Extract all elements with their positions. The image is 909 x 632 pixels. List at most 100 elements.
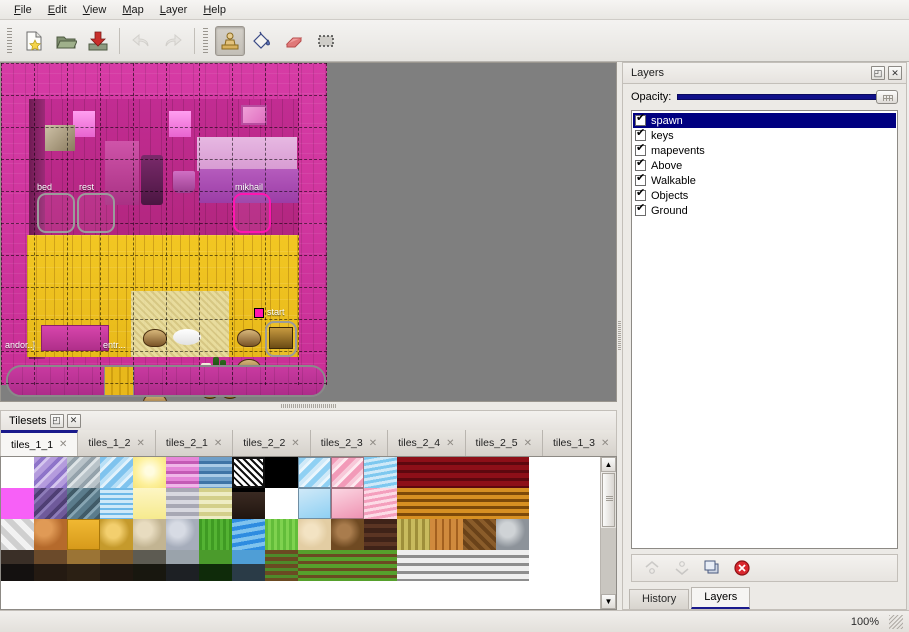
scroll-down-icon[interactable]: ▼ xyxy=(601,594,616,609)
tile[interactable] xyxy=(133,488,166,519)
tileset-tab-tiles_2_2[interactable]: tiles_2_2 ✕ xyxy=(233,430,311,456)
tile[interactable] xyxy=(364,488,397,519)
tileset-tab-tiles_1_3[interactable]: tiles_1_3 ✕ xyxy=(542,430,616,456)
layer-visibility-checkbox[interactable] xyxy=(635,158,646,171)
tile[interactable] xyxy=(34,488,67,519)
tile[interactable] xyxy=(496,457,529,488)
tile[interactable] xyxy=(430,488,463,519)
tile[interactable] xyxy=(496,550,529,581)
tileset-view[interactable]: ▲ ▼ xyxy=(0,456,617,610)
layer-row-mapevents[interactable]: mapevents xyxy=(633,143,896,158)
tile[interactable] xyxy=(331,488,364,519)
tile[interactable] xyxy=(166,550,199,581)
tile[interactable] xyxy=(100,457,133,488)
opacity-slider[interactable] xyxy=(677,90,898,104)
tilesets-float-button[interactable]: ◰ xyxy=(49,413,64,428)
tile[interactable] xyxy=(265,488,298,519)
layer-visibility-checkbox[interactable] xyxy=(635,113,646,126)
layer-visibility-checkbox[interactable] xyxy=(635,203,646,216)
tile[interactable] xyxy=(496,488,529,519)
tile[interactable] xyxy=(100,488,133,519)
layer-visibility-checkbox[interactable] xyxy=(635,143,646,156)
layer-row-ground[interactable]: Ground xyxy=(633,203,896,218)
tile[interactable] xyxy=(397,550,430,581)
tile[interactable] xyxy=(166,488,199,519)
tile[interactable] xyxy=(232,457,265,488)
tile[interactable] xyxy=(265,519,298,550)
tile[interactable] xyxy=(34,550,67,581)
layer-list[interactable]: spawn keys mapevents Above xyxy=(631,110,898,549)
tile[interactable] xyxy=(331,550,364,581)
horizontal-splitter[interactable] xyxy=(0,402,617,410)
close-tab-icon[interactable]: ✕ xyxy=(523,437,532,449)
menu-file[interactable]: File xyxy=(14,3,32,16)
layer-row-above[interactable]: Above xyxy=(633,158,896,173)
tile[interactable] xyxy=(199,457,232,488)
tile[interactable] xyxy=(232,550,265,581)
tile[interactable] xyxy=(364,457,397,488)
duplicate-layer-button[interactable] xyxy=(702,558,722,578)
tile[interactable] xyxy=(397,488,430,519)
tab-layers[interactable]: Layers xyxy=(691,587,751,609)
scroll-up-icon[interactable]: ▲ xyxy=(601,457,616,472)
toolbar-grip-2[interactable] xyxy=(202,27,209,54)
menu-map[interactable]: Map xyxy=(122,3,144,16)
close-tab-icon[interactable]: ✕ xyxy=(136,437,145,449)
lower-layer-button[interactable] xyxy=(672,558,692,578)
tileset-vertical-scrollbar[interactable]: ▲ ▼ xyxy=(600,457,616,609)
menu-help[interactable]: Help xyxy=(203,3,226,16)
layer-visibility-checkbox[interactable] xyxy=(635,128,646,141)
close-tab-icon[interactable]: ✕ xyxy=(291,437,300,449)
tile[interactable] xyxy=(67,519,100,550)
layer-visibility-checkbox[interactable] xyxy=(635,188,646,201)
tile[interactable] xyxy=(232,519,265,550)
layers-float-button[interactable]: ◰ xyxy=(871,66,885,80)
menu-layer[interactable]: Layer xyxy=(159,3,188,16)
map-object-bed[interactable] xyxy=(37,193,75,233)
tilesets-close-button[interactable]: ✕ xyxy=(66,413,81,428)
tile[interactable] xyxy=(166,457,199,488)
save-map-button[interactable] xyxy=(83,26,113,56)
tile[interactable] xyxy=(331,519,364,550)
open-map-button[interactable] xyxy=(51,26,81,56)
close-tab-icon[interactable]: ✕ xyxy=(368,437,378,449)
tileset-tab-tiles_1_1[interactable]: tiles_1_1 ✕ xyxy=(1,430,79,456)
tile[interactable] xyxy=(298,488,331,519)
tile[interactable] xyxy=(298,550,331,581)
tileset-tab-tiles_2_5[interactable]: tiles_2_5 ✕ xyxy=(465,430,543,456)
tile[interactable] xyxy=(133,550,166,581)
rectangular-select-button[interactable] xyxy=(311,26,341,56)
tile[interactable] xyxy=(67,550,100,581)
tile[interactable] xyxy=(265,550,298,581)
tile[interactable] xyxy=(397,519,430,550)
tile[interactable] xyxy=(463,488,496,519)
layer-row-spawn[interactable]: spawn xyxy=(633,113,896,128)
close-tab-icon[interactable]: ✕ xyxy=(59,439,68,450)
delete-layer-button[interactable] xyxy=(732,558,752,578)
layer-row-walkable[interactable]: Walkable xyxy=(633,173,896,188)
tile[interactable] xyxy=(133,457,166,488)
tile[interactable] xyxy=(298,519,331,550)
scrollbar-track[interactable] xyxy=(601,528,616,594)
tile[interactable] xyxy=(364,519,397,550)
tile[interactable] xyxy=(463,550,496,581)
bucket-fill-button[interactable] xyxy=(247,26,277,56)
close-tab-icon[interactable]: ✕ xyxy=(446,437,455,449)
layer-row-keys[interactable]: keys xyxy=(633,128,896,143)
close-tab-icon[interactable]: ✕ xyxy=(213,437,223,449)
menu-view[interactable]: View xyxy=(82,3,107,16)
tile[interactable] xyxy=(67,488,100,519)
tile[interactable] xyxy=(34,519,67,550)
tile[interactable] xyxy=(1,457,34,488)
tile[interactable] xyxy=(133,519,166,550)
close-tab-icon[interactable]: ✕ xyxy=(600,437,610,449)
tile[interactable] xyxy=(298,457,331,488)
tile[interactable] xyxy=(166,519,199,550)
tile[interactable] xyxy=(100,519,133,550)
map-object-rest[interactable] xyxy=(77,193,115,233)
tileset-tab-tiles_2_1[interactable]: tiles_2_1 ✕ xyxy=(155,430,234,456)
tile[interactable] xyxy=(430,457,463,488)
tileset-tab-tiles_2_3[interactable]: tiles_2_3 ✕ xyxy=(310,430,389,456)
tile[interactable] xyxy=(331,457,364,488)
tile[interactable] xyxy=(1,519,34,550)
